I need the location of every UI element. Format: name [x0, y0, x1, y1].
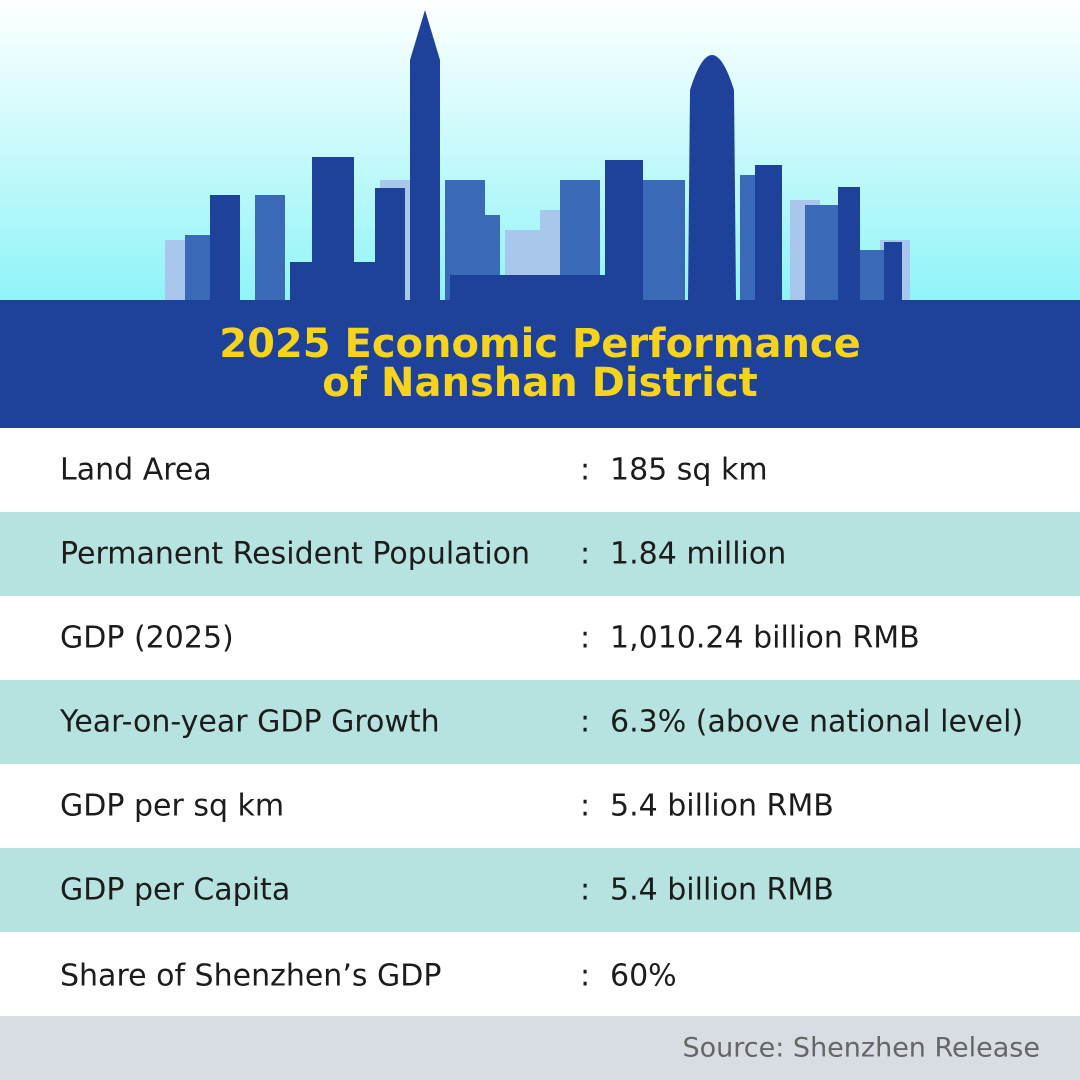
source-note: Source: Shenzhen Release [682, 1032, 1040, 1064]
table-row: Year-on-year GDP Growth:6.3% (above nati… [0, 680, 1080, 764]
skyline-illustration [0, 0, 1080, 300]
info-table: Land Area:185 sq km Permanent Resident Po… [0, 428, 1080, 1020]
row-separator: : [580, 872, 591, 908]
row-separator: : [580, 958, 591, 994]
row-label: GDP per Capita [60, 872, 291, 908]
row-label: Permanent Resident Population [60, 536, 531, 572]
row-value: 6.3% (above national level) [610, 704, 1024, 740]
row-value: 1,010.24 billion RMB [610, 620, 920, 656]
table-row: GDP per sq km:5.4 billion RMB [0, 764, 1080, 848]
table-row: GDP per Capita:5.4 billion RMB [0, 848, 1080, 932]
row-separator: : [580, 452, 591, 488]
row-separator: : [580, 536, 591, 572]
table-row: Permanent Resident Population:1.84 milli… [0, 512, 1080, 596]
row-separator: : [580, 704, 591, 740]
table-row: Share of Shenzhen’s GDP:60% [0, 932, 1080, 1020]
title-banner: 2025 Economic Performance of Nanshan Dist… [0, 300, 1080, 428]
row-separator: : [580, 620, 591, 656]
table-row: Land Area:185 sq km [0, 428, 1080, 512]
row-label: GDP (2025) [60, 620, 234, 656]
row-value: 1.84 million [610, 536, 787, 572]
table-row: GDP (2025):1,010.24 billion RMB [0, 596, 1080, 680]
row-value: 5.4 billion RMB [610, 788, 834, 824]
row-value: 185 sq km [610, 452, 768, 488]
row-value: 5.4 billion RMB [610, 872, 834, 908]
row-label: Share of Shenzhen’s GDP [60, 958, 442, 994]
row-label: Year-on-year GDP Growth [60, 704, 440, 740]
footer: Source: Shenzhen Release [0, 1016, 1080, 1080]
row-separator: : [580, 788, 591, 824]
row-label: Land Area [60, 452, 212, 488]
title-line: 2025 Economic Performance [219, 321, 861, 367]
row-value: 60% [610, 958, 677, 994]
row-label: GDP per sq km [60, 788, 285, 824]
title-line: of Nanshan District [322, 360, 758, 406]
